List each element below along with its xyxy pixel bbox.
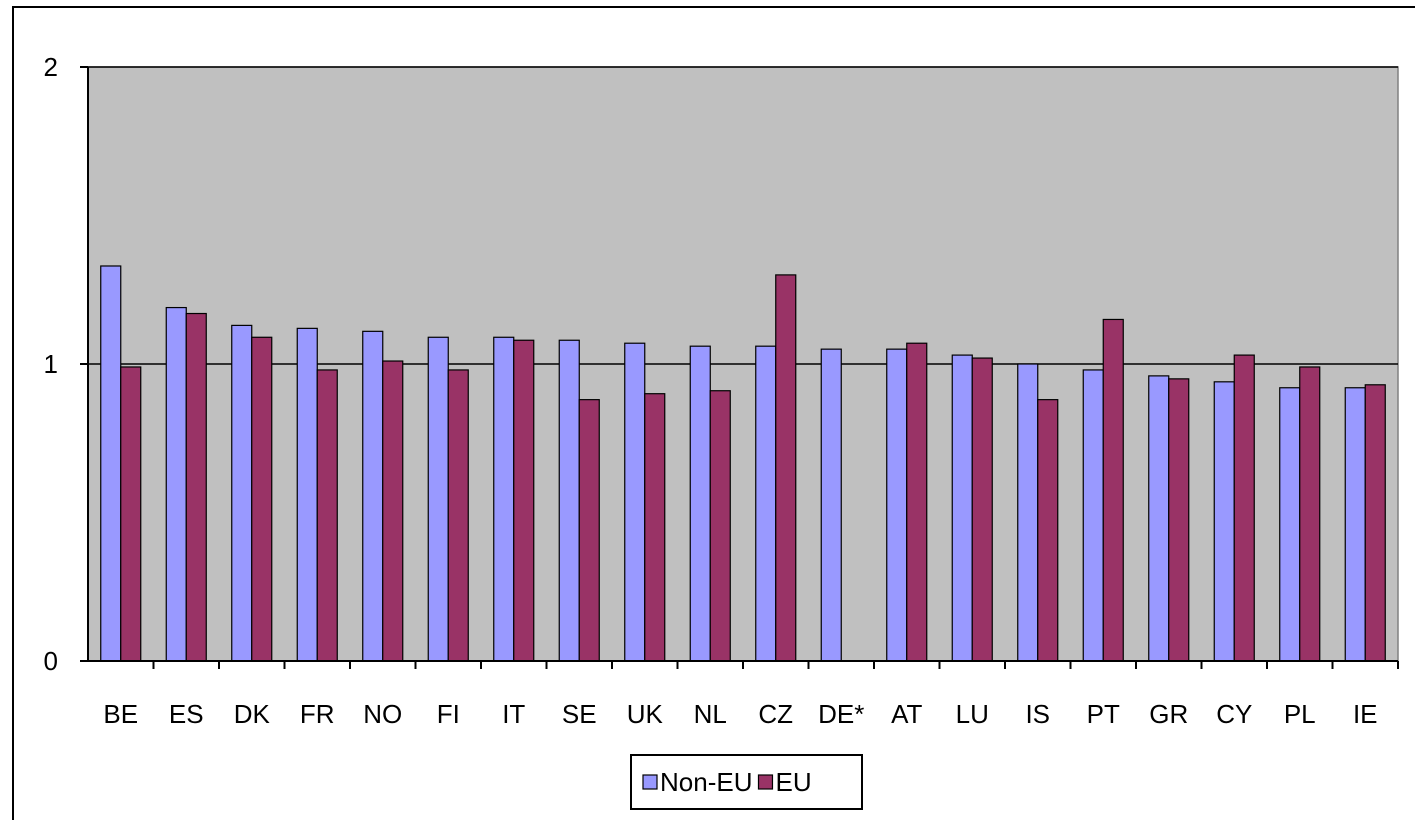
x-tick-label: PL <box>1284 699 1316 729</box>
bar-eu-no <box>382 360 404 662</box>
x-tick-label: LU <box>956 699 989 729</box>
x-tick-label: GR <box>1149 699 1188 729</box>
bar-non-eu-at <box>886 348 908 662</box>
x-tick-label: DE* <box>818 699 864 729</box>
bar-non-eu-lu <box>951 354 973 662</box>
legend: Non-EU EU <box>630 754 863 810</box>
bar-eu-uk <box>644 393 666 662</box>
bar-eu-dk <box>251 336 273 662</box>
x-tick-label: IT <box>502 699 525 729</box>
bar-non-eu-de <box>820 348 842 662</box>
bar-eu-it <box>513 339 535 662</box>
x-tick-label: FR <box>300 699 335 729</box>
bar-eu-pl <box>1299 366 1321 662</box>
bar-eu-cz <box>775 274 797 662</box>
bar-non-eu-es <box>165 306 187 662</box>
bar-non-eu-it <box>493 336 515 662</box>
x-tick-label: DK <box>234 699 271 729</box>
bar-eu-is <box>1037 399 1059 662</box>
bar-non-eu-pt <box>1082 369 1104 662</box>
x-tick-label: PT <box>1087 699 1120 729</box>
bars <box>100 265 1386 662</box>
x-ticks: BE ES DK FR NO FI IT SE UK NL CZ DE* AT LU IS PT GR CY PL I… <box>103 661 1399 729</box>
bar-eu-at <box>906 342 928 662</box>
x-tick-label: NL <box>694 699 727 729</box>
bar-non-eu-se <box>558 339 580 662</box>
x-tick-label: CY <box>1216 699 1252 729</box>
y-ticks: 0 1 2 <box>44 52 88 676</box>
bar-non-eu-ie <box>1344 387 1366 662</box>
bar-eu-be <box>120 366 142 662</box>
bar-eu-pt <box>1102 318 1124 662</box>
y-tick-label: 0 <box>44 646 58 676</box>
bar-non-eu-is <box>1017 363 1039 662</box>
legend-label: EU <box>775 767 811 797</box>
bar-eu-ie <box>1364 384 1386 662</box>
bar-eu-es <box>185 312 207 662</box>
legend-box <box>630 754 863 810</box>
bar-eu-cy <box>1233 354 1255 662</box>
bar-eu-nl <box>709 390 731 662</box>
bar-non-eu-no <box>362 330 384 662</box>
x-tick-label: ES <box>169 699 204 729</box>
x-tick-label: AT <box>891 699 922 729</box>
legend-swatch <box>757 774 774 790</box>
x-tick-label: IS <box>1025 699 1050 729</box>
x-tick-label: CZ <box>758 699 793 729</box>
bar-non-eu-cy <box>1213 381 1235 662</box>
bar-non-eu-cz <box>755 345 777 662</box>
bar-eu-gr <box>1168 378 1190 662</box>
y-tick-label: 1 <box>44 349 58 379</box>
x-tick-label: NO <box>363 699 402 729</box>
bar-eu-lu <box>971 357 993 662</box>
x-tick-label: FI <box>437 699 460 729</box>
bar-non-eu-be <box>100 265 122 662</box>
x-tick-label: IE <box>1353 699 1378 729</box>
legend-label: Non-EU <box>660 767 752 797</box>
x-tick-label: UK <box>627 699 664 729</box>
bar-eu-fr <box>316 369 338 662</box>
x-tick-label: BE <box>103 699 138 729</box>
bar-non-eu-fr <box>296 327 318 662</box>
bar-non-eu-fi <box>427 336 449 662</box>
x-tick-label: SE <box>562 699 597 729</box>
bar-non-eu-gr <box>1148 375 1170 662</box>
y-tick-label: 2 <box>44 52 58 82</box>
bar-non-eu-pl <box>1279 387 1301 662</box>
legend-swatch <box>642 774 658 790</box>
bar-eu-fi <box>447 369 469 662</box>
bar-non-eu-nl <box>689 345 711 662</box>
bar-non-eu-dk <box>231 324 253 662</box>
bar-non-eu-uk <box>624 342 646 662</box>
bar-eu-se <box>578 399 600 662</box>
